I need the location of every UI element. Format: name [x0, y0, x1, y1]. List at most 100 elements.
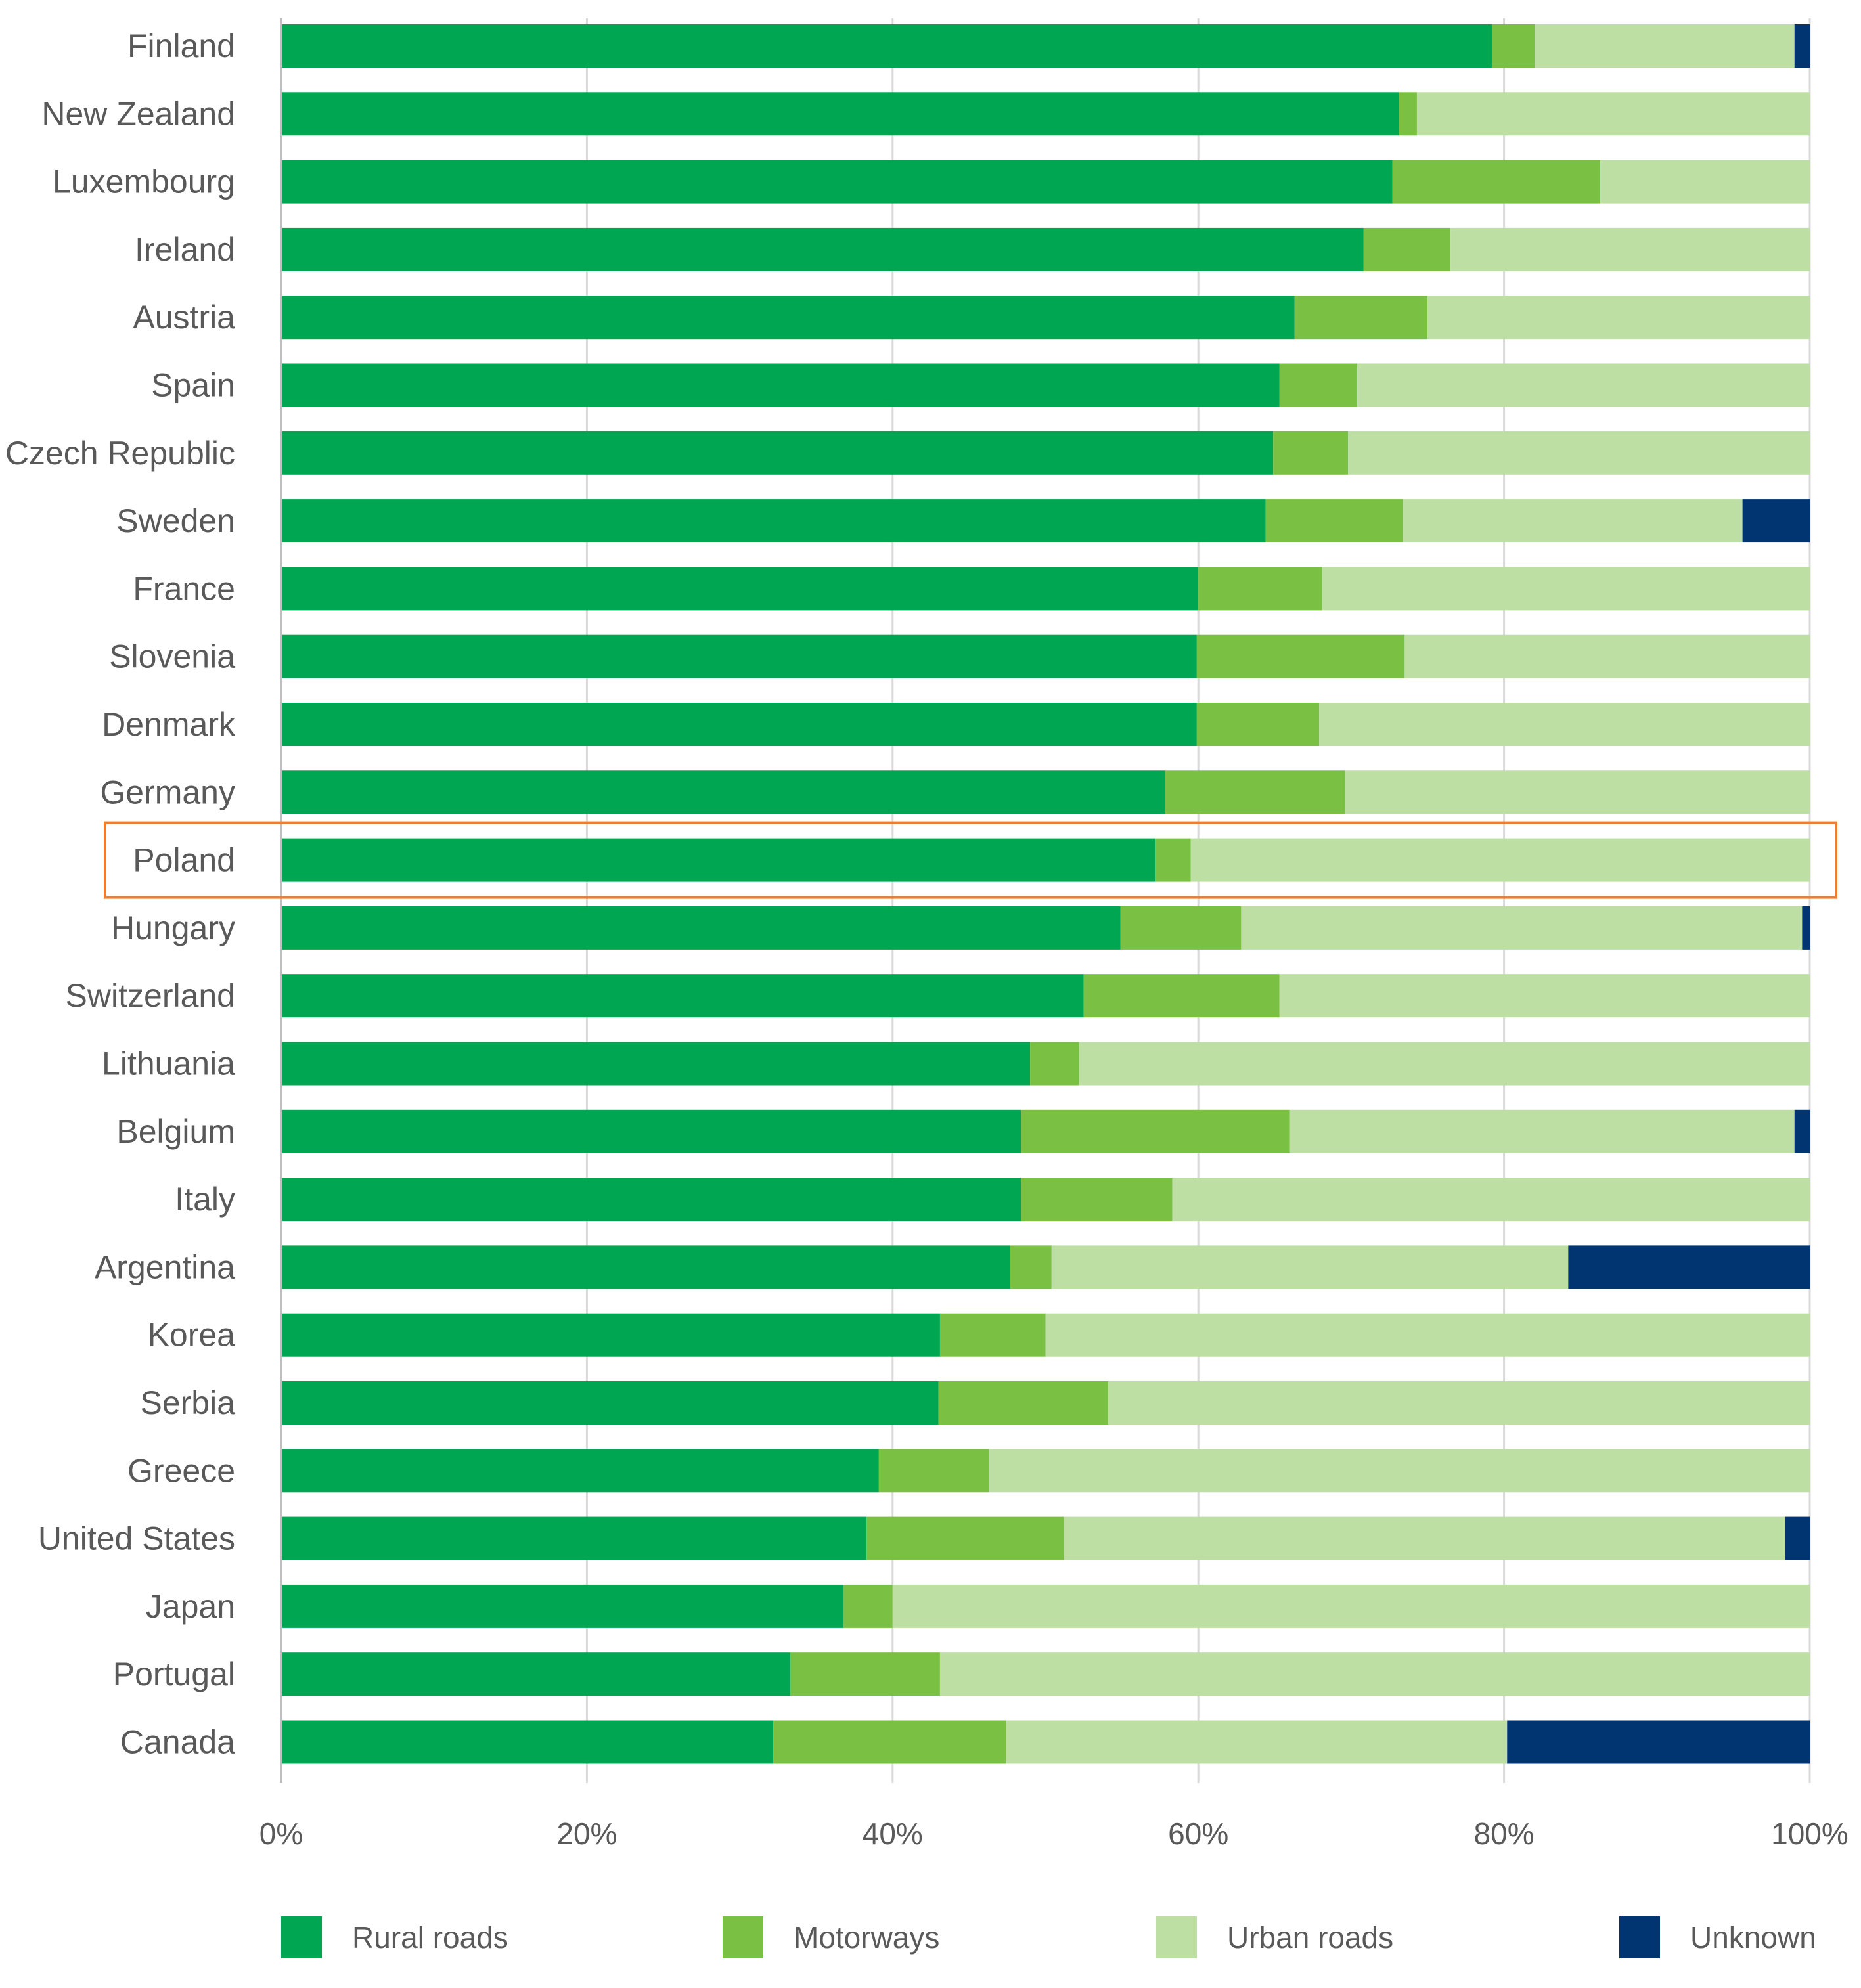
bar-finland-urban-roads — [1535, 24, 1795, 68]
bar-belgium-motorways — [1021, 1110, 1290, 1153]
legend-label-rural-roads: Rural roads — [352, 1920, 508, 1955]
bar-greece-motorways — [879, 1449, 989, 1492]
category-label-france: France — [133, 570, 235, 607]
category-label-spain: Spain — [151, 367, 235, 404]
bar-new-zealand-rural-roads — [281, 92, 1399, 135]
bar-belgium-rural-roads — [281, 1110, 1021, 1153]
bar-united-states-motorways — [866, 1517, 1064, 1560]
bar-italy-motorways — [1021, 1178, 1172, 1221]
bar-greece-urban-roads — [989, 1449, 1810, 1492]
chart: Finland New Zealand Luxembourg Ireland Austr… — [0, 0, 1861, 1985]
category-label-japan: Japan — [146, 1588, 235, 1625]
legend-swatch-rural-roads — [281, 1916, 322, 1958]
bar-new-zealand-motorways — [1399, 92, 1417, 135]
category-label-serbia: Serbia — [140, 1384, 235, 1421]
x-tick-label: 100% — [1771, 1817, 1849, 1851]
category-label-greece: Greece — [127, 1452, 235, 1489]
bar-finland-motorways — [1492, 24, 1535, 68]
category-label-poland: Poland — [133, 842, 235, 879]
bar-ireland-rural-roads — [281, 228, 1364, 271]
category-label-argentina: Argentina — [95, 1248, 235, 1285]
bar-poland-motorways — [1155, 839, 1191, 882]
category-label-new-zealand: New Zealand — [41, 95, 235, 132]
bar-slovenia-motorways — [1197, 635, 1404, 678]
x-tick-label: 0% — [259, 1817, 303, 1851]
bar-italy-urban-roads — [1173, 1178, 1810, 1221]
bar-poland-rural-roads — [281, 839, 1155, 882]
category-label-ireland: Ireland — [135, 231, 235, 268]
bar-hungary-unknown — [1802, 906, 1810, 950]
bar-canada-motorways — [773, 1721, 1006, 1764]
bar-italy-rural-roads — [281, 1178, 1021, 1221]
bar-korea-motorways — [940, 1314, 1046, 1357]
bar-ireland-motorways — [1364, 228, 1451, 271]
x-tick-label: 20% — [556, 1817, 617, 1851]
category-label-united-states: United States — [38, 1520, 235, 1557]
category-label-czech-republic: Czech Republic — [5, 435, 235, 472]
bar-hungary-urban-roads — [1241, 906, 1802, 950]
bars — [281, 24, 1810, 1764]
bar-slovenia-urban-roads — [1404, 635, 1810, 678]
category-label-canada: Canada — [120, 1724, 235, 1761]
legend-swatch-urban-roads — [1156, 1916, 1197, 1958]
legend-swatch-motorways — [723, 1916, 763, 1958]
bar-united-states-rural-roads — [281, 1517, 866, 1560]
legend-label-urban-roads: Urban roads — [1227, 1920, 1393, 1955]
bar-france-rural-roads — [281, 567, 1198, 610]
bar-united-states-unknown — [1785, 1517, 1810, 1560]
bar-portugal-motorways — [790, 1652, 940, 1696]
bar-argentina-motorways — [1010, 1245, 1052, 1289]
bar-lithuania-urban-roads — [1079, 1042, 1810, 1086]
stacked-bar-chart: FinlandNew ZealandLuxembourgIrelandAustr… — [0, 0, 1861, 1985]
bar-new-zealand-urban-roads — [1417, 92, 1810, 135]
bar-serbia-motorways — [939, 1381, 1108, 1425]
category-label-denmark: Denmark — [102, 706, 236, 743]
bar-portugal-urban-roads — [940, 1652, 1810, 1696]
category-label-hungary: Hungary — [111, 910, 235, 946]
bar-japan-urban-roads — [893, 1585, 1810, 1628]
bar-canada-urban-roads — [1006, 1721, 1507, 1764]
bar-luxembourg-rural-roads — [281, 160, 1393, 204]
bar-france-motorways — [1198, 567, 1322, 610]
bar-greece-rural-roads — [281, 1449, 879, 1492]
bar-sweden-rural-roads — [281, 499, 1266, 542]
category-label-italy: Italy — [175, 1181, 235, 1218]
bar-czech-republic-urban-roads — [1348, 431, 1810, 475]
legend-label-unknown: Unknown — [1690, 1920, 1816, 1955]
bar-canada-rural-roads — [281, 1721, 773, 1764]
bar-finland-rural-roads — [281, 24, 1492, 68]
category-label-switzerland: Switzerland — [66, 977, 235, 1014]
bar-canada-unknown — [1507, 1721, 1810, 1764]
category-labels: Finland New Zealand Luxembourg Ireland Austr… — [5, 28, 236, 1761]
bar-germany-rural-roads — [281, 770, 1165, 814]
bar-belgium-urban-roads — [1290, 1110, 1795, 1153]
category-label-sweden: Sweden — [116, 502, 235, 539]
bar-spain-urban-roads — [1357, 364, 1810, 407]
bar-serbia-urban-roads — [1108, 1381, 1810, 1425]
category-label-lithuania: Lithuania — [102, 1046, 235, 1082]
bar-korea-urban-roads — [1046, 1314, 1810, 1357]
category-label-portugal: Portugal — [113, 1656, 235, 1692]
category-label-finland: Finland — [127, 28, 235, 64]
bar-japan-rural-roads — [281, 1585, 843, 1628]
bar-denmark-urban-roads — [1319, 703, 1810, 746]
bar-argentina-urban-roads — [1052, 1245, 1569, 1289]
bar-japan-motorways — [843, 1585, 892, 1628]
bar-finland-unknown — [1795, 24, 1810, 68]
bar-portugal-rural-roads — [281, 1652, 790, 1696]
bar-argentina-rural-roads — [281, 1245, 1010, 1289]
bar-sweden-urban-roads — [1403, 499, 1743, 542]
bar-germany-motorways — [1165, 770, 1345, 814]
legend: Rural roads Motorways Urban roads Unknown — [281, 1916, 1816, 1958]
bar-czech-republic-rural-roads — [281, 431, 1273, 475]
bar-spain-rural-roads — [281, 364, 1280, 407]
bar-austria-motorways — [1295, 296, 1427, 339]
bar-switzerland-urban-roads — [1280, 974, 1810, 1017]
bar-argentina-unknown — [1568, 1245, 1810, 1289]
bar-austria-rural-roads — [281, 296, 1295, 339]
category-label-belgium: Belgium — [116, 1113, 235, 1150]
category-label-slovenia: Slovenia — [109, 638, 235, 675]
bar-denmark-motorways — [1197, 703, 1319, 746]
bar-germany-urban-roads — [1345, 770, 1810, 814]
bar-poland-urban-roads — [1191, 839, 1810, 882]
